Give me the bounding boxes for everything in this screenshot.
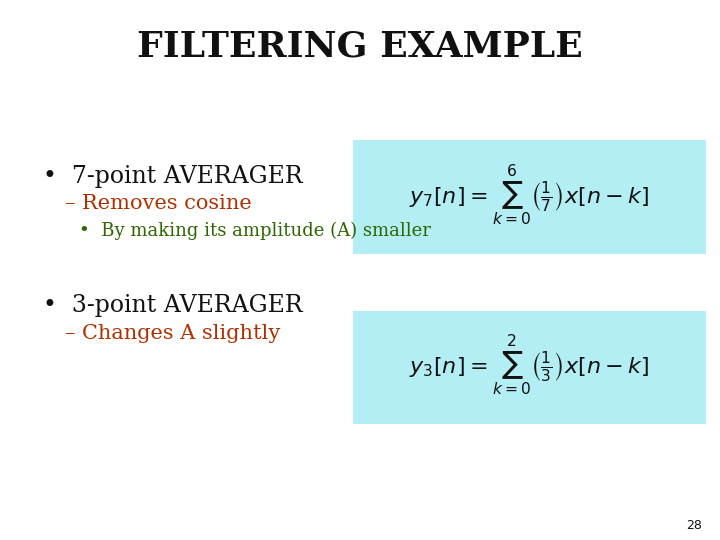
Text: $y_7[n] = \sum_{k=0}^{6} \left(\frac{1}{7}\right)x[n-k]$: $y_7[n] = \sum_{k=0}^{6} \left(\frac{1}{… <box>409 164 649 228</box>
Text: $y_3[n] = \sum_{k=0}^{2} \left(\frac{1}{3}\right)x[n-k]$: $y_3[n] = \sum_{k=0}^{2} \left(\frac{1}{… <box>409 334 649 399</box>
Text: 28: 28 <box>686 519 702 532</box>
Text: •  7-point AVERAGER: • 7-point AVERAGER <box>43 165 303 188</box>
Text: •  3-point AVERAGER: • 3-point AVERAGER <box>43 294 303 318</box>
Text: FILTERING EXAMPLE: FILTERING EXAMPLE <box>137 30 583 64</box>
Text: – Changes A slightly: – Changes A slightly <box>65 324 280 343</box>
Text: – Removes cosine: – Removes cosine <box>65 194 251 213</box>
Text: •  By making its amplitude (A) smaller: • By making its amplitude (A) smaller <box>79 221 431 240</box>
